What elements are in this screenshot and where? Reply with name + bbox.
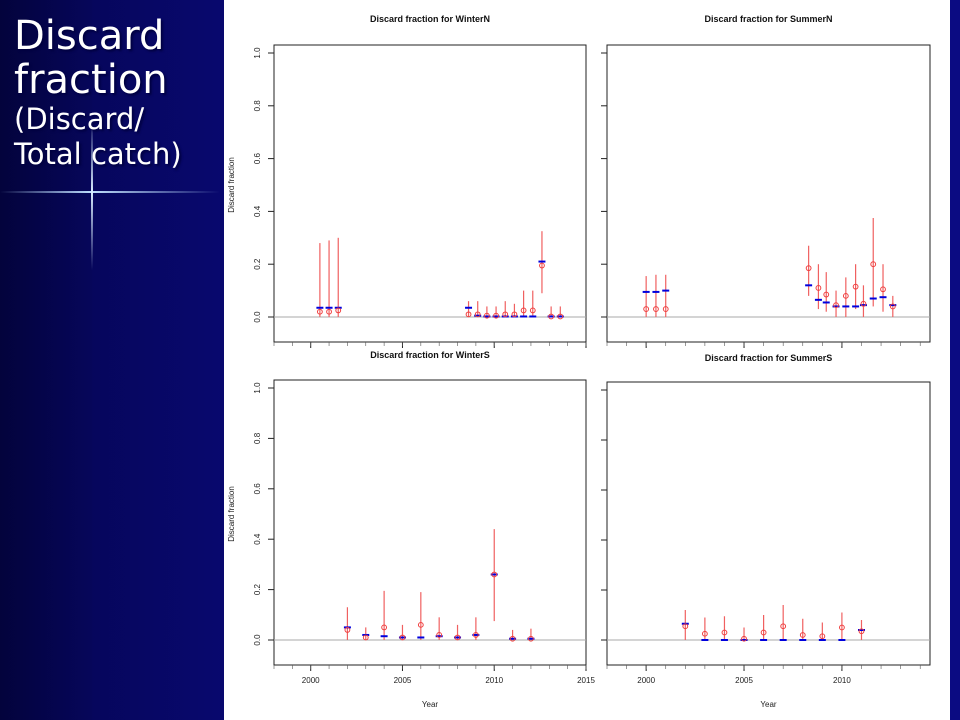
slide-title-line-1: Discard xyxy=(14,13,165,59)
panel-4-estimate-point-5 xyxy=(780,623,787,630)
panel-4-estimate-point-2 xyxy=(721,629,728,636)
panel-3-estimate-point-10 xyxy=(528,635,534,642)
panel-3-estimate-point-0 xyxy=(344,627,351,633)
panel-1-estimate-point-10 xyxy=(529,307,536,314)
panel-4-x-tick-label-2: 2010 xyxy=(833,676,851,685)
panel-3-estimate-point-1 xyxy=(362,634,369,641)
panel-4-estimate-point-9 xyxy=(858,628,865,635)
panel-2-estimate-point-4 xyxy=(815,285,822,291)
panel-2-estimate-point-11 xyxy=(880,286,886,293)
slide-title-line-3: (Discard/ xyxy=(14,102,145,136)
panel-1-y-tick-label-2: 0.4 xyxy=(253,205,262,217)
panel-3-y-axis-label: Discard fraction xyxy=(227,486,236,542)
panel-2-estimate-point-8 xyxy=(852,283,859,290)
panel-4-estimate-point-1 xyxy=(701,630,708,637)
panel-3-estimate-point-9 xyxy=(509,635,516,642)
panel-1-chart-title: Discard fraction for WinterN xyxy=(370,14,490,24)
panel-3-x-tick-label-2: 2010 xyxy=(485,676,503,685)
panel-4-chart-title: Discard fraction for SummerS xyxy=(705,353,833,363)
slide-title-line-4: Total catch) xyxy=(14,137,182,171)
panel-4-estimate-point-6 xyxy=(799,632,806,638)
panel-3-x-tick-label-3: 2015 xyxy=(577,676,595,685)
slide-right-edge xyxy=(950,0,960,720)
panel-2-estimate-point-1 xyxy=(653,306,659,312)
panel-1-plot-frame xyxy=(273,44,587,343)
panel-1-estimate-point-1 xyxy=(326,308,332,315)
panel-1-y-axis-label: Discard fraction xyxy=(227,157,236,213)
panel-3-estimate-point-2 xyxy=(381,624,388,631)
panel-3-estimate-point-5 xyxy=(436,632,443,638)
panel-2-estimate-point-3 xyxy=(805,265,812,272)
panel-1-estimate-point-8 xyxy=(511,311,518,318)
panel-4-x-tick-label-0: 2000 xyxy=(637,676,655,685)
panel-4-x-axis-label: Year xyxy=(760,700,777,709)
panel-1-estimate-point-13 xyxy=(557,313,564,320)
panel-3-x-tick-label-0: 2000 xyxy=(302,676,320,685)
panel-1-estimate-point-9 xyxy=(520,307,527,314)
panel-1-estimate-point-11 xyxy=(539,262,545,269)
panel-2-estimate-point-10 xyxy=(870,261,877,268)
panel-3-y-tick-label-2: 0.4 xyxy=(253,533,262,545)
slide-title: Discard fraction (Discard/ Total catch) xyxy=(14,14,182,172)
panel-2-estimate-point-6 xyxy=(833,302,839,309)
panel-3-x-tick-label-1: 2005 xyxy=(394,676,412,685)
panel-3-x-axis-label: Year xyxy=(422,700,439,709)
panel-1-estimate-point-12 xyxy=(548,313,555,320)
panel-3-chart-title: Discard fraction for WinterS xyxy=(370,350,489,360)
panel-2-chart-title: Discard fraction for SummerN xyxy=(704,14,832,24)
slide-left-stripe xyxy=(0,0,92,720)
panel-1-estimate-point-6 xyxy=(493,312,499,319)
sparkle-vertical-decoration xyxy=(91,120,93,270)
panel-1-y-tick-label-5: 1.0 xyxy=(253,47,262,59)
panel-3-estimate-point-6 xyxy=(454,634,461,641)
panel-3-y-tick-label-4: 0.8 xyxy=(253,432,262,444)
panel-1-y-tick-label-1: 0.2 xyxy=(253,258,262,270)
panel-3-y-tick-label-3: 0.6 xyxy=(253,483,262,495)
slide-title-line-2: fraction xyxy=(14,57,168,103)
panel-3-estimate-point-4 xyxy=(417,621,424,628)
panel-4-plot-frame xyxy=(606,381,931,666)
panel-4-x-tick-label-1: 2005 xyxy=(735,676,753,685)
panel-2-estimate-point-9 xyxy=(860,300,867,307)
panel-1-estimate-point-7 xyxy=(502,311,509,318)
panel-3-y-tick-label-5: 1.0 xyxy=(253,382,262,394)
panel-2-estimate-point-2 xyxy=(662,306,669,312)
panel-1-estimate-point-5 xyxy=(483,312,490,319)
discard-fraction-charts: Discard fraction for WinterN 0.0 0.2 0.4 0.6… xyxy=(227,14,931,709)
panel-3-estimate-point-7 xyxy=(472,632,479,638)
sparkle-horizontal-decoration xyxy=(0,191,220,193)
panel-4-estimate-point-0 xyxy=(682,623,689,630)
chart-panel: Discard fraction for WinterN 0.0 0.2 0.4 0.6… xyxy=(224,0,950,720)
panel-1-estimate-point-2 xyxy=(335,307,342,314)
panel-4-estimate-point-3 xyxy=(741,635,747,642)
panel-4-estimate-point-4 xyxy=(760,629,767,636)
panel-2-estimate-point-7 xyxy=(842,292,849,299)
panel-3-y-tick-label-1: 0.2 xyxy=(253,583,262,595)
panel-2-estimate-point-0 xyxy=(643,306,650,312)
panel-1-estimate-point-4 xyxy=(474,311,481,318)
panel-2-estimate-point-5 xyxy=(823,291,830,298)
panel-3-y-tick-label-0: 0.0 xyxy=(253,634,262,646)
panel-1-y-tick-label-0: 0.0 xyxy=(253,311,262,323)
panel-3-plot-frame xyxy=(273,379,587,666)
panel-3-estimate-point-8 xyxy=(491,571,498,578)
panel-4-estimate-point-7 xyxy=(819,633,826,640)
panel-2-plot-frame xyxy=(606,44,931,343)
panel-2-estimate-point-12 xyxy=(889,303,896,310)
panel-4-estimate-point-8 xyxy=(839,624,845,631)
panel-1-estimate-point-3 xyxy=(465,311,472,318)
panel-1-estimate-point-0 xyxy=(316,308,323,315)
panel-1-y-tick-label-3: 0.6 xyxy=(253,152,262,164)
panel-1-y-tick-label-4: 0.8 xyxy=(253,100,262,112)
panel-3-estimate-point-3 xyxy=(399,634,406,641)
